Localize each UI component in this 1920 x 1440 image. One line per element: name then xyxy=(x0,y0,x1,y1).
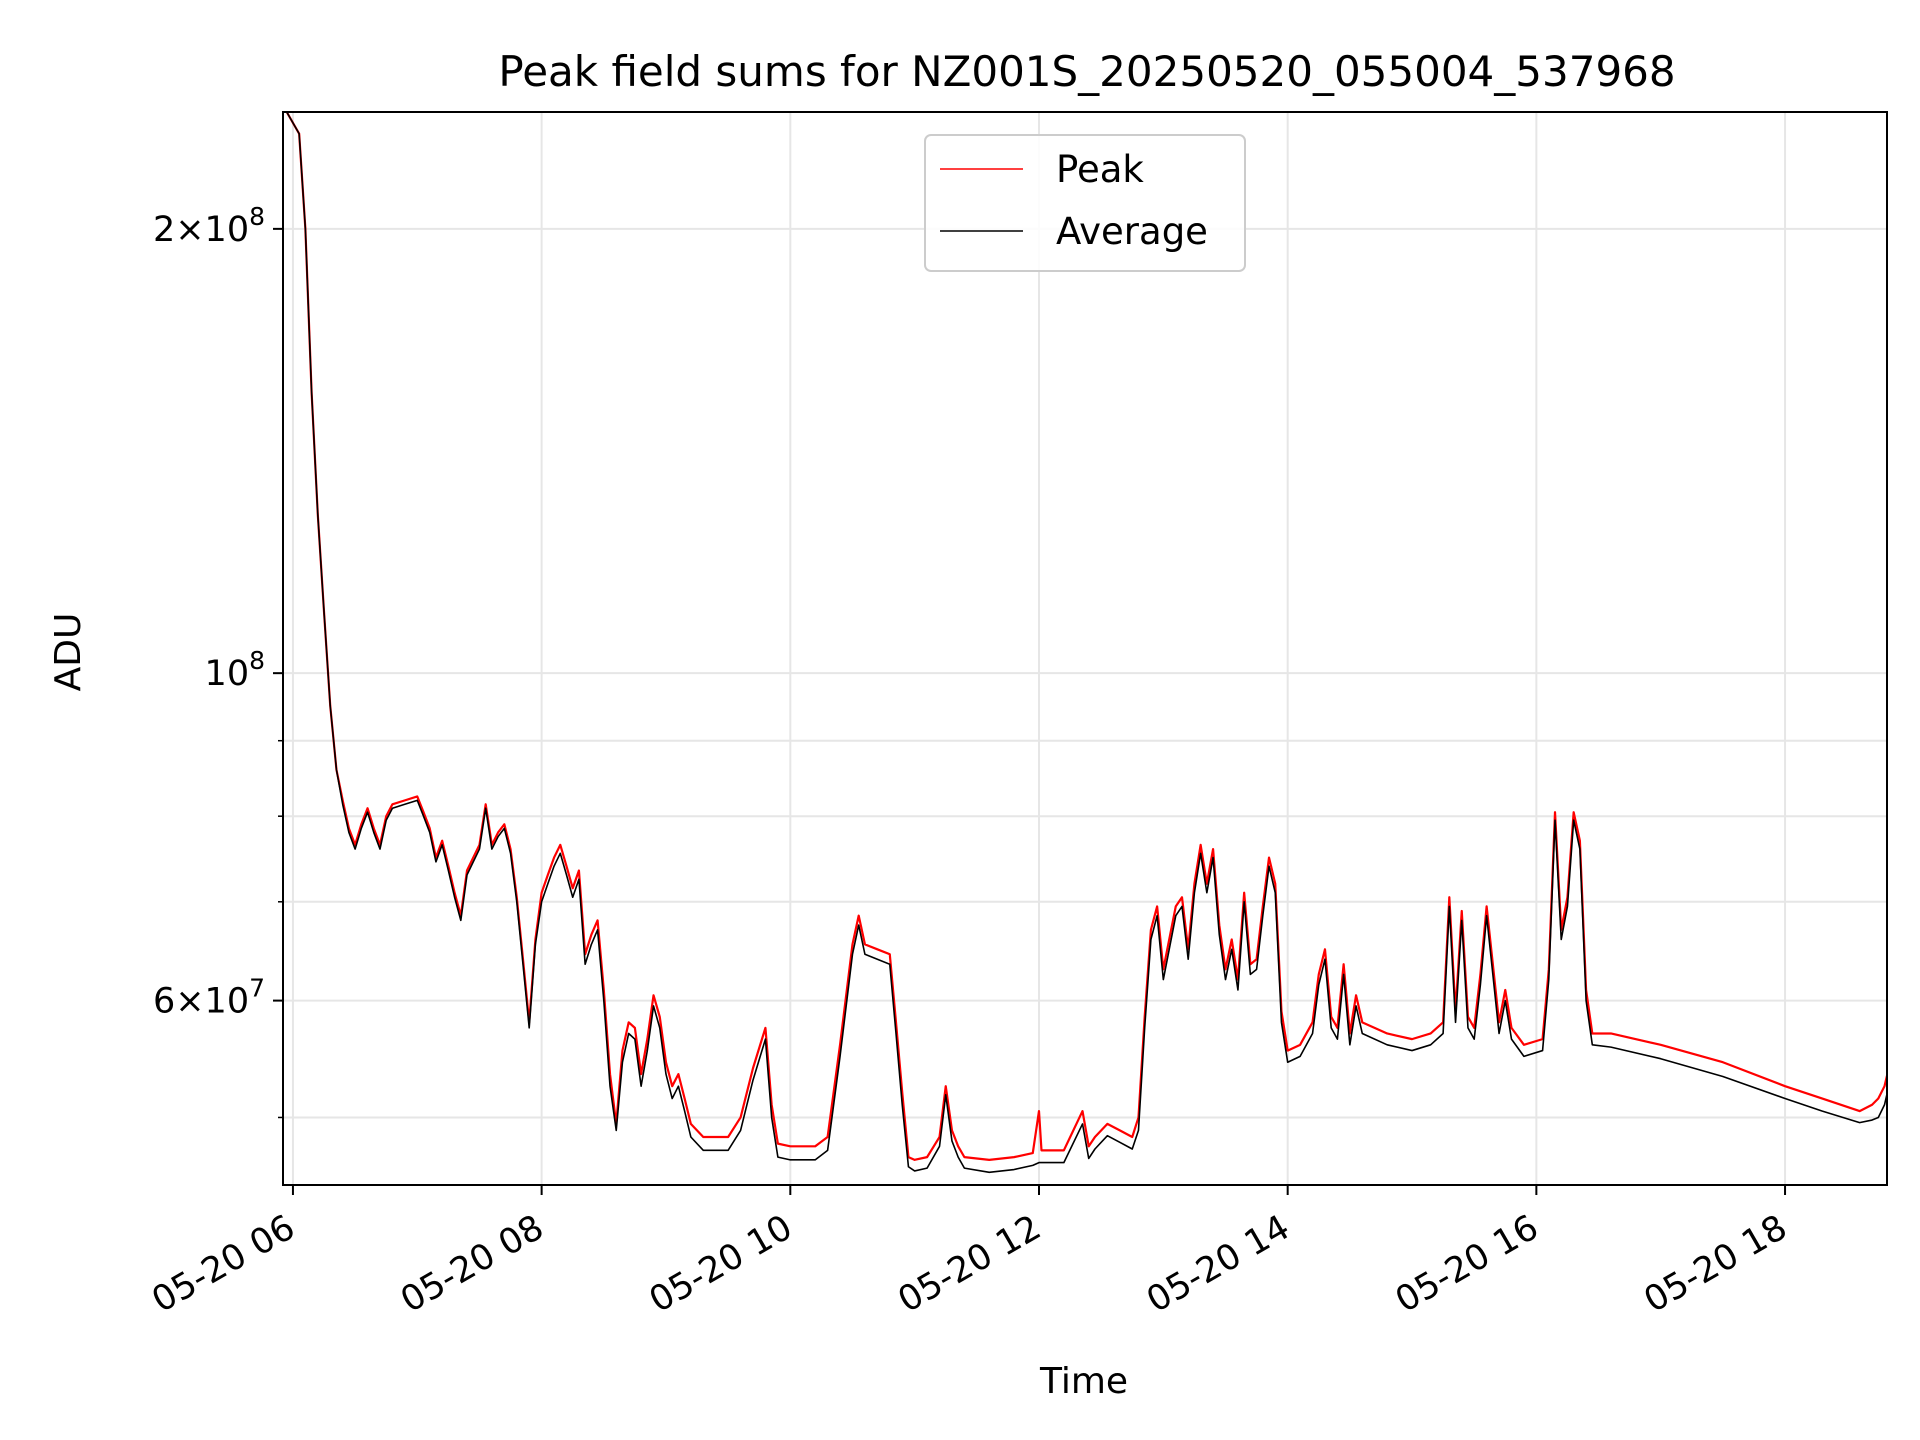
x-axis-label: Time xyxy=(1039,1361,1128,1402)
chart-title: Peak field sums for NZ001S_20250520_0550… xyxy=(498,47,1675,96)
y-axis-label: ADU xyxy=(48,613,89,692)
series-line-average xyxy=(286,112,1887,1174)
legend-average-label: Average xyxy=(1056,210,1208,253)
legend-peak-label: Peak xyxy=(1056,148,1144,191)
legend: Peak Average xyxy=(924,134,1246,272)
y-tick-label: 6×107 xyxy=(153,974,265,1022)
plot-frame xyxy=(282,111,1888,1186)
y-tick-label: 108 xyxy=(205,646,265,694)
y-tick-label: 2×108 xyxy=(153,202,265,250)
series-layer xyxy=(285,112,1887,1174)
